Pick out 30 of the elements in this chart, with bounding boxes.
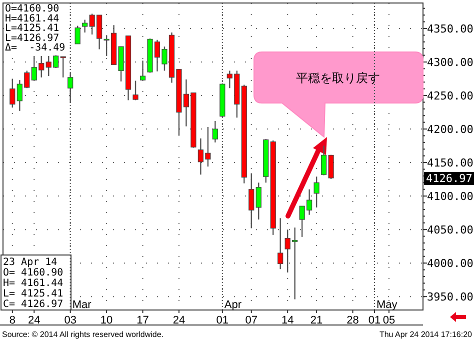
x-tick-label: 03: [64, 314, 76, 326]
y-tick-label: 3950.00: [427, 290, 474, 304]
y-tick-label: 4200.00: [427, 123, 474, 136]
x-tick-label: 17: [136, 314, 149, 326]
y-tick-label: 4150.00: [427, 156, 474, 170]
x-tick-label: 24: [28, 314, 40, 326]
text: 4126.97: [426, 172, 472, 185]
annotation: Mar: [72, 299, 92, 311]
x-tick-label: 01: [216, 314, 229, 326]
y-tick-label: 4000.00: [427, 257, 474, 270]
x-tick-label: 05: [382, 314, 396, 326]
annotation: 23 Apr 14 O= 4160.90 H= 4161.44 L= 4125.41 C= 4126.97: [3, 257, 64, 310]
text: Thu Apr 24 2014 17:16:20: [379, 330, 473, 339]
x-tick-label: 8: [9, 314, 16, 326]
x-tick-label: 07: [245, 314, 258, 326]
x-tick-label: 10: [100, 314, 113, 326]
source-note: Source: © 2014 All rights reserved worldwide.: [2, 330, 164, 339]
y-tick-label: 4250.00: [427, 90, 474, 102]
x-tick-label: 21: [310, 314, 323, 326]
x-tick-label: 14: [281, 314, 294, 326]
x-tick-label: 28: [346, 314, 359, 326]
annotation: Apr: [224, 299, 242, 311]
y-tick-label: 4050.00: [427, 224, 474, 237]
y-tick-label: 4300.00: [427, 56, 474, 69]
annotation: May: [376, 299, 398, 311]
x-tick-label: 24: [172, 314, 186, 326]
y-tick-label: 4350.00: [427, 22, 474, 36]
x-tick-label: 01: [368, 314, 381, 326]
y-tick-label: 4100.00: [427, 190, 474, 204]
annotation: O=4160.90 H=4161.44 L=4125.41 L=4126.97 Δ= -34.49: [5, 4, 66, 54]
